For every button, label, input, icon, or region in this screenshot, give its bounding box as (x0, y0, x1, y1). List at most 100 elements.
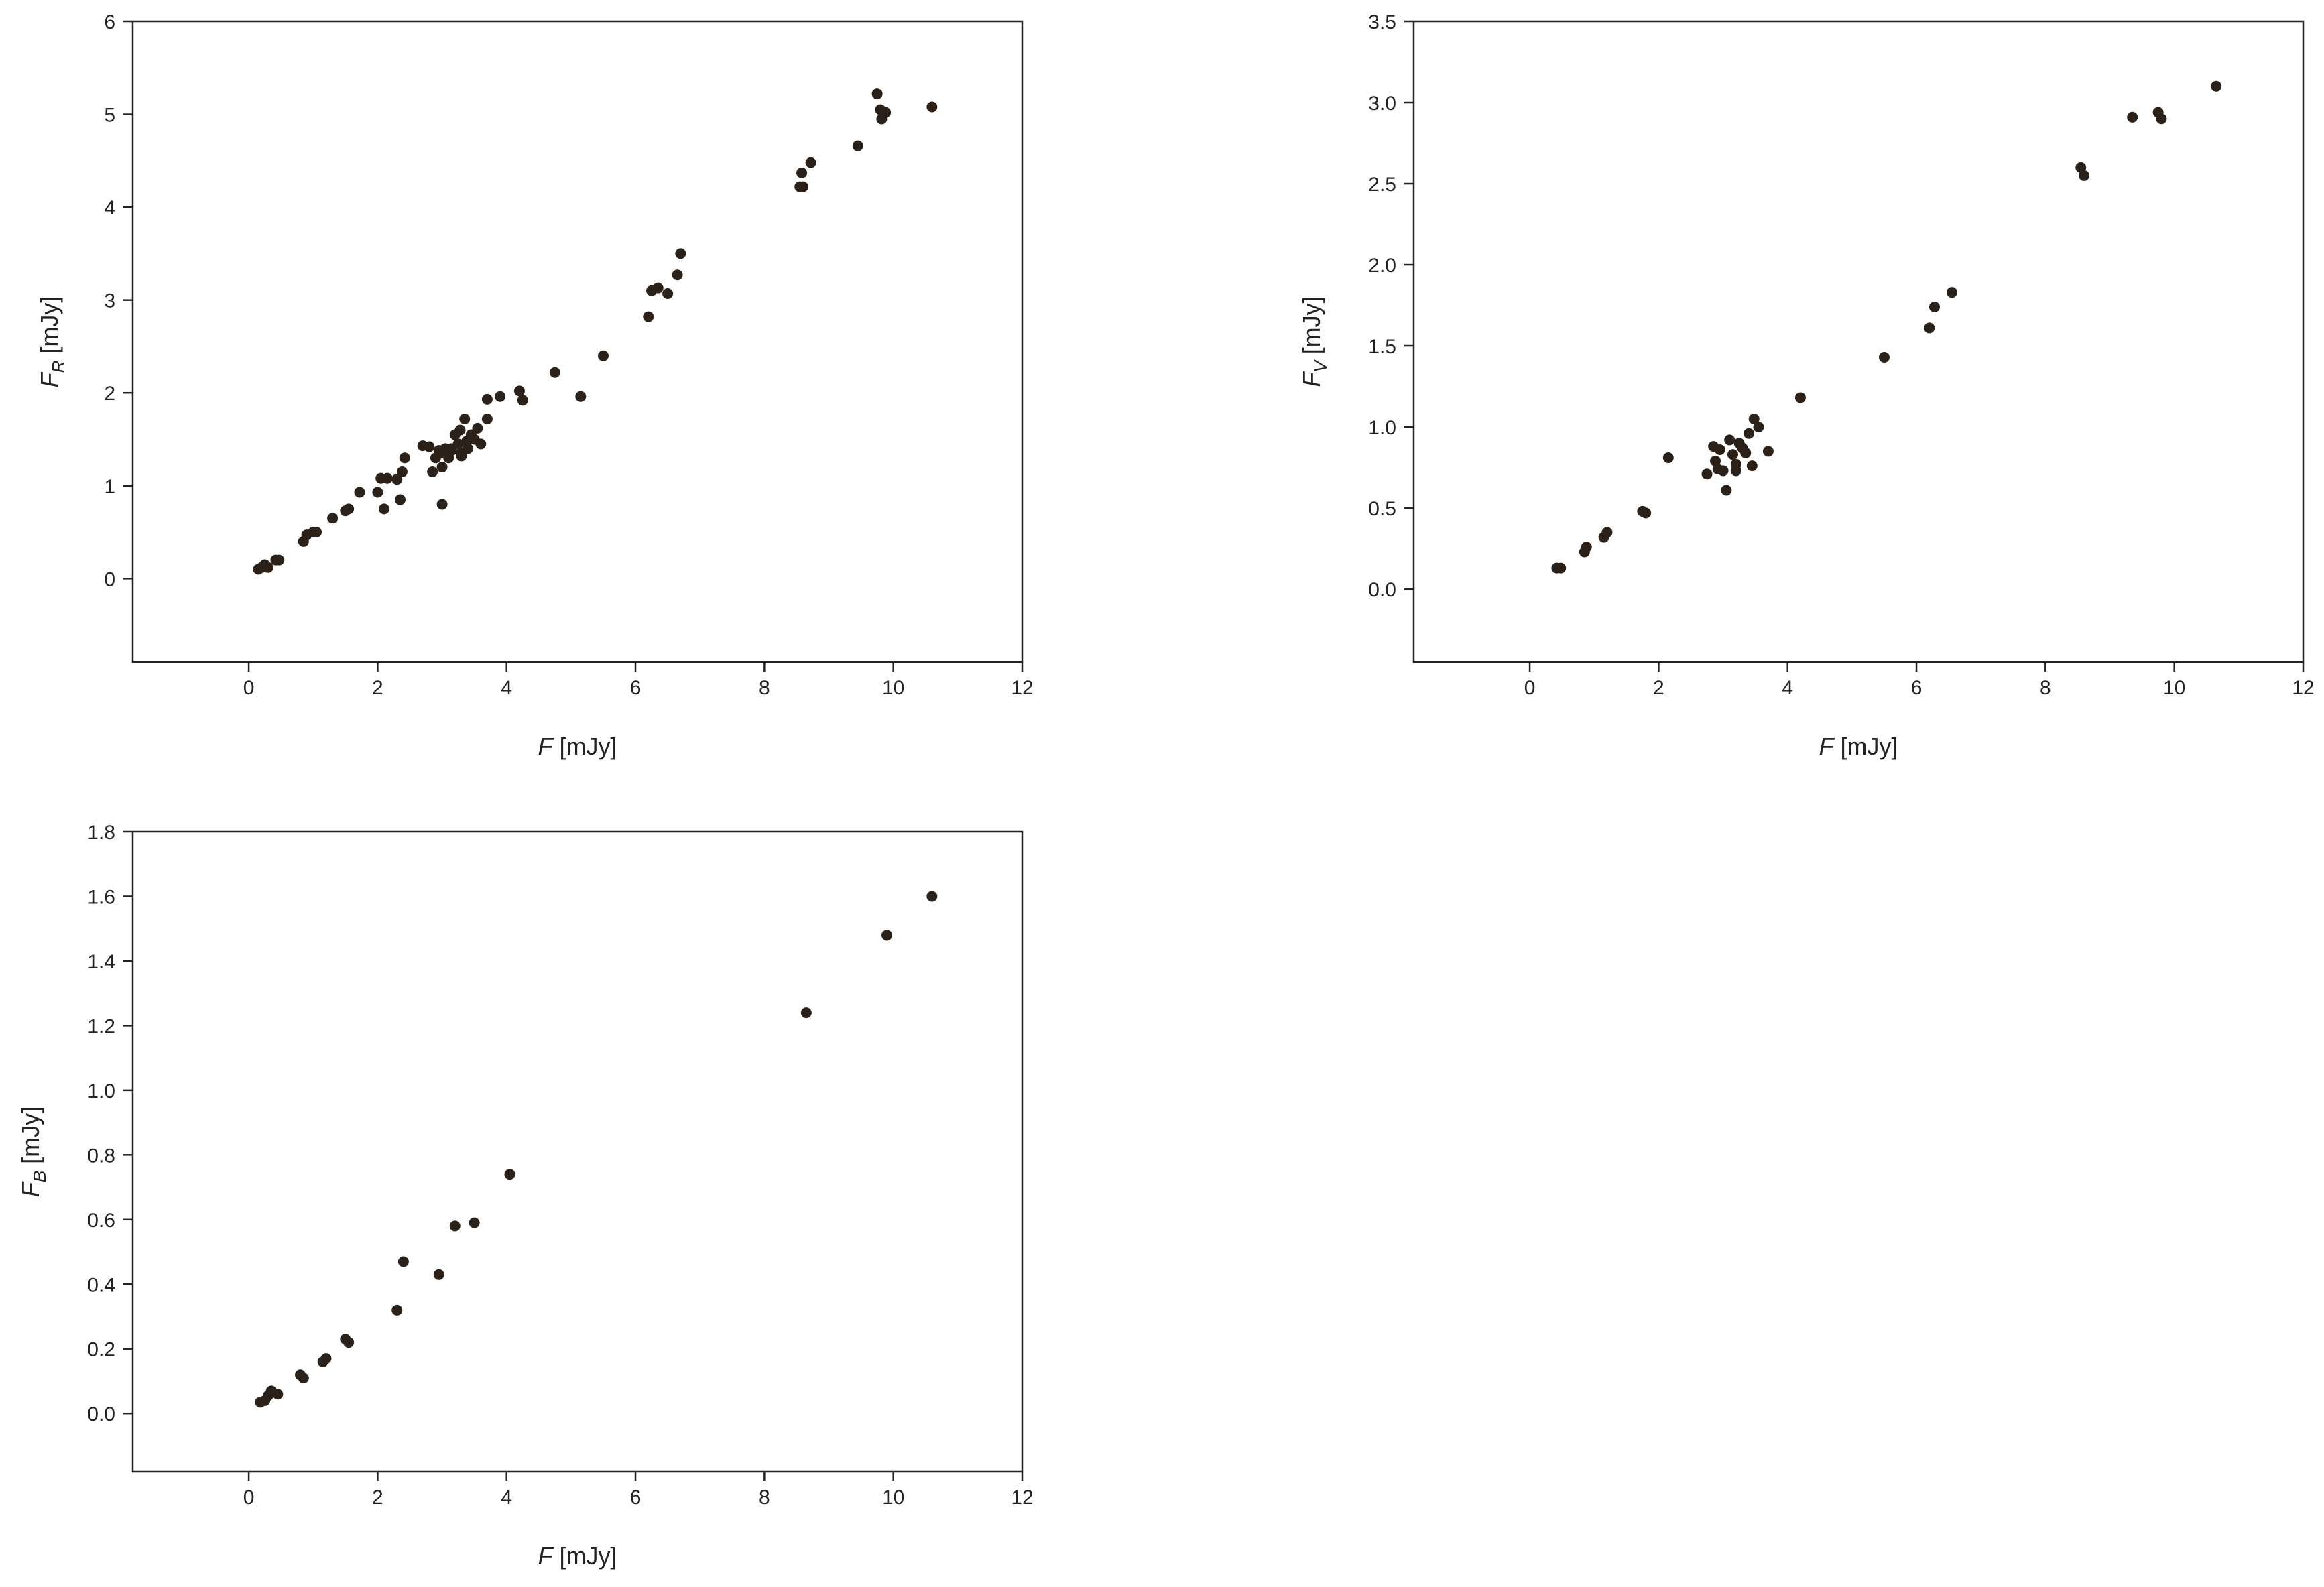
y-tick-label: 0.0 (1368, 579, 1396, 601)
data-point (805, 157, 816, 168)
data-point (2211, 80, 2222, 92)
x-tick-label: 6 (630, 677, 641, 699)
data-point (1794, 392, 1806, 403)
data-point (372, 487, 383, 498)
x-tick-label: 0 (243, 1486, 255, 1509)
x-axis-title-unit: [mJy] (1834, 733, 1898, 760)
data-point (662, 288, 674, 299)
data-point (800, 1007, 812, 1019)
data-point (2156, 113, 2167, 125)
y-tick-label: 3.5 (1368, 11, 1396, 34)
data-point (399, 452, 410, 464)
x-tick-label: 2 (372, 1486, 383, 1509)
data-point (871, 88, 883, 100)
y-tick-label: 1.0 (87, 1080, 115, 1102)
data-point (1929, 301, 1940, 312)
y-tick-label: 4 (104, 197, 115, 219)
x-axis-title-symbol: F (538, 733, 554, 760)
y-tick-label: 0.6 (87, 1210, 115, 1232)
plot-frame (131, 830, 1024, 1473)
x-axis-title: F [mJy] (1819, 733, 1898, 760)
data-point (433, 1269, 444, 1280)
data-point (597, 350, 609, 361)
x-axis-title-symbol: F (1819, 733, 1835, 760)
y-axis-title-symbol: F (17, 1181, 44, 1197)
y-axis-title-symbol: F (1298, 371, 1325, 387)
data-point (1721, 485, 1732, 496)
data-point (456, 450, 467, 462)
x-tick-label: 2 (1653, 677, 1664, 699)
y-tick-label: 0.0 (87, 1403, 115, 1425)
y-axis-title-unit: [mJy] (36, 296, 63, 361)
x-tick-label: 4 (501, 1486, 512, 1509)
y-tick-label: 2.0 (1368, 255, 1396, 277)
y-axis-title: FB [mJy] (17, 1106, 50, 1197)
data-point (449, 1220, 461, 1232)
data-point (1601, 527, 1613, 538)
data-point (1748, 413, 1760, 424)
data-point (517, 395, 528, 406)
data-point (354, 487, 365, 498)
data-point (1640, 507, 1652, 519)
data-point (311, 527, 322, 538)
data-point (796, 167, 808, 178)
plot-frame (131, 20, 1024, 663)
y-tick-label: 5 (104, 105, 115, 127)
data-point (1662, 452, 1674, 464)
y-tick-label: 1 (104, 476, 115, 498)
y-tick-label: 1.5 (1368, 336, 1396, 358)
data-point (643, 311, 654, 322)
data-point (798, 181, 809, 192)
data-point (1730, 465, 1741, 477)
data-point (1714, 444, 1725, 455)
data-point (1878, 351, 1890, 363)
data-point (381, 472, 393, 484)
data-point (424, 441, 435, 452)
y-tick-label: 1.2 (87, 1015, 115, 1037)
data-point (926, 891, 938, 902)
y-tick-label: 0.5 (1368, 498, 1396, 520)
x-tick-label: 8 (759, 677, 770, 699)
data-point (1753, 422, 1764, 433)
x-tick-label: 6 (630, 1486, 641, 1509)
data-point (436, 499, 448, 510)
data-point (454, 424, 466, 436)
y-tick-label: 2 (104, 383, 115, 405)
x-tick-label: 4 (501, 677, 512, 699)
data-point (1744, 428, 1755, 439)
x-tick-label: 10 (882, 1486, 904, 1509)
data-point (1924, 322, 1935, 334)
x-tick-label: 0 (1524, 677, 1536, 699)
data-point (343, 503, 355, 515)
data-point (481, 393, 493, 405)
y-axis-title: FV [mJy] (1298, 296, 1331, 387)
data-point (549, 367, 560, 378)
data-point (652, 282, 664, 294)
data-point (1746, 460, 1758, 472)
data-point (926, 101, 938, 113)
data-point (1581, 542, 1592, 553)
data-point (1762, 446, 1774, 457)
data-point (504, 1169, 515, 1180)
data-point (427, 466, 438, 477)
data-point (495, 391, 506, 402)
y-tick-label: 2.5 (1368, 174, 1396, 196)
data-point (446, 445, 457, 456)
x-axis-title: F [mJy] (538, 733, 617, 760)
data-point (379, 503, 390, 515)
x-tick-label: 12 (1011, 1486, 1033, 1509)
x-tick-label: 2 (372, 677, 383, 699)
y-tick-label: 0.8 (87, 1145, 115, 1167)
data-point (675, 248, 686, 259)
data-point (881, 930, 893, 941)
data-point (395, 494, 406, 505)
x-tick-label: 12 (2292, 677, 2314, 699)
x-tick-label: 8 (759, 1486, 770, 1509)
data-point (262, 562, 273, 573)
data-point (397, 1256, 409, 1267)
data-point (2127, 111, 2138, 123)
